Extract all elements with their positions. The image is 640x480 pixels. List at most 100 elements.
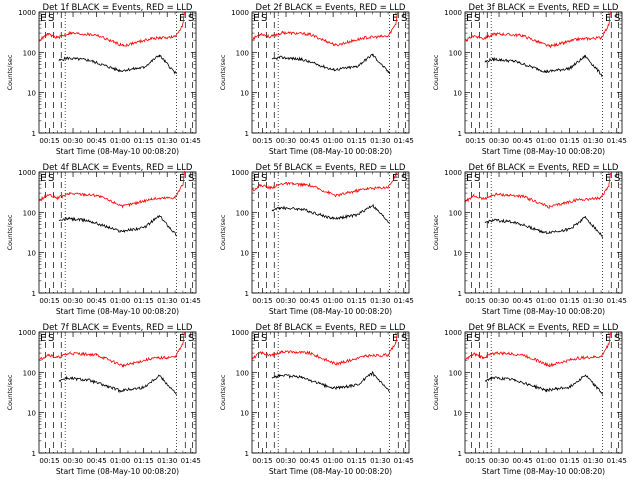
y-tick-label: 1000 [444, 329, 462, 337]
x-tick-label: 00:15 [39, 457, 59, 465]
x-tick-label: 01:45 [394, 137, 414, 145]
y-axis-label: Counts/sec [219, 374, 227, 410]
axes-frame [464, 11, 623, 134]
x-tick-label: 00:30 [489, 137, 509, 145]
event-marker-e: E [179, 333, 185, 344]
y-tick-label: 1000 [18, 329, 36, 337]
y-tick-label: 1 [245, 290, 249, 298]
event-marker-s: S [188, 173, 194, 184]
x-tick-label: 00:15 [252, 137, 272, 145]
event-marker-e: E [466, 333, 472, 344]
x-tick-label: 01:30 [157, 297, 177, 305]
axes-frame [464, 171, 623, 294]
panel-det-9: Det 9f BLACK = Events, RED = LLD Counts/s… [432, 323, 627, 476]
event-marker-e: E [253, 173, 259, 184]
event-marker-s: S [261, 173, 267, 184]
event-marker-s: S [401, 173, 407, 184]
axes-frame [251, 331, 410, 454]
series-line-events [484, 374, 603, 395]
y-tick-label: 1000 [231, 169, 249, 177]
event-marker-s: S [261, 333, 267, 344]
panel-title: Det 3f BLACK = Events, RED = LLD [469, 3, 619, 13]
panel-title: Det 9f BLACK = Events, RED = LLD [469, 323, 619, 333]
panel-title: Det 5f BLACK = Events, RED = LLD [256, 163, 406, 173]
y-tick-label: 100 [449, 209, 462, 217]
series-line-events [58, 374, 177, 396]
x-tick-label: 01:00 [110, 297, 130, 305]
y-tick-label: 10 [27, 410, 36, 418]
event-marker-e: E [392, 333, 398, 344]
y-tick-label: 1 [245, 130, 249, 138]
x-tick-label: 00:15 [465, 297, 485, 305]
x-tick-label: 00:45 [299, 457, 319, 465]
panel-title: Det 6f BLACK = Events, RED = LLD [469, 163, 619, 173]
x-tick-label: 01:45 [607, 137, 627, 145]
y-axis-label: Counts/sec [6, 54, 14, 90]
series-line-events [58, 215, 177, 237]
x-tick-label: 01:45 [607, 297, 627, 305]
y-tick-label: 1000 [444, 169, 462, 177]
series-line-lld [464, 11, 611, 49]
event-marker-e: E [253, 13, 259, 24]
x-tick-label: 01:15 [347, 137, 367, 145]
y-tick-label: 1000 [231, 9, 249, 17]
x-tick-label: 01:45 [181, 457, 201, 465]
y-tick-label: 1000 [18, 169, 36, 177]
series-line-lld [251, 332, 398, 366]
x-tick-label: 01:45 [181, 297, 201, 305]
y-tick-label: 10 [27, 90, 36, 98]
x-tick-label: 01:15 [134, 137, 154, 145]
panel-title: Det 1f BLACK = Events, RED = LLD [43, 3, 193, 13]
x-tick-label: 00:15 [252, 457, 272, 465]
x-tick-label: 01:15 [347, 457, 367, 465]
event-marker-e: E [40, 333, 46, 344]
x-tick-label: 01:30 [157, 457, 177, 465]
y-axis-label: Counts/sec [219, 54, 227, 90]
event-marker-e: E [605, 173, 611, 184]
x-tick-label: 01:30 [370, 137, 390, 145]
y-tick-label: 10 [240, 250, 249, 258]
event-marker-s: S [614, 13, 620, 24]
panel-det-1: Det 1f BLACK = Events, RED = LLD Counts/s… [6, 3, 201, 156]
x-tick-label: 01:45 [181, 137, 201, 145]
y-tick-label: 100 [236, 369, 249, 377]
x-tick-label: 00:30 [489, 457, 509, 465]
y-tick-label: 100 [23, 209, 36, 217]
x-axis-label: Start Time (08-May-10 00:08:20) [482, 147, 605, 156]
panel-det-2: Det 2f BLACK = Events, RED = LLD Counts/s… [219, 3, 414, 156]
event-marker-s: S [48, 173, 54, 184]
x-tick-label: 01:00 [110, 457, 130, 465]
x-tick-label: 01:00 [323, 297, 343, 305]
x-tick-label: 00:45 [512, 297, 532, 305]
panel-title: Det 4f BLACK = Events, RED = LLD [43, 163, 193, 173]
panel-det-5: Det 5f BLACK = Events, RED = LLD Counts/s… [219, 163, 414, 316]
event-marker-s: S [48, 333, 54, 344]
panel-title: Det 7f BLACK = Events, RED = LLD [43, 323, 193, 333]
x-tick-label: 01:30 [583, 137, 603, 145]
event-marker-s: S [474, 333, 480, 344]
event-marker-e: E [466, 173, 472, 184]
y-tick-label: 10 [240, 410, 249, 418]
axes-frame [251, 11, 410, 134]
x-tick-label: 00:45 [512, 457, 532, 465]
y-tick-label: 1 [458, 290, 462, 298]
event-marker-s: S [614, 173, 620, 184]
x-tick-label: 01:30 [157, 137, 177, 145]
y-tick-label: 1 [32, 290, 36, 298]
series-line-lld [38, 11, 185, 48]
x-tick-label: 00:30 [63, 137, 83, 145]
y-tick-label: 1 [458, 130, 462, 138]
x-tick-label: 01:15 [560, 457, 580, 465]
x-tick-label: 01:15 [560, 297, 580, 305]
x-tick-label: 00:15 [39, 297, 59, 305]
y-tick-label: 1 [32, 130, 36, 138]
x-tick-label: 01:15 [347, 297, 367, 305]
series-line-lld [252, 11, 398, 47]
y-tick-label: 1000 [231, 329, 249, 337]
x-axis-label: Start Time (08-May-10 00:08:20) [56, 467, 179, 476]
x-tick-label: 01:45 [394, 297, 414, 305]
series-line-events [484, 216, 603, 239]
x-tick-label: 01:30 [370, 457, 390, 465]
y-tick-label: 1 [32, 450, 36, 458]
